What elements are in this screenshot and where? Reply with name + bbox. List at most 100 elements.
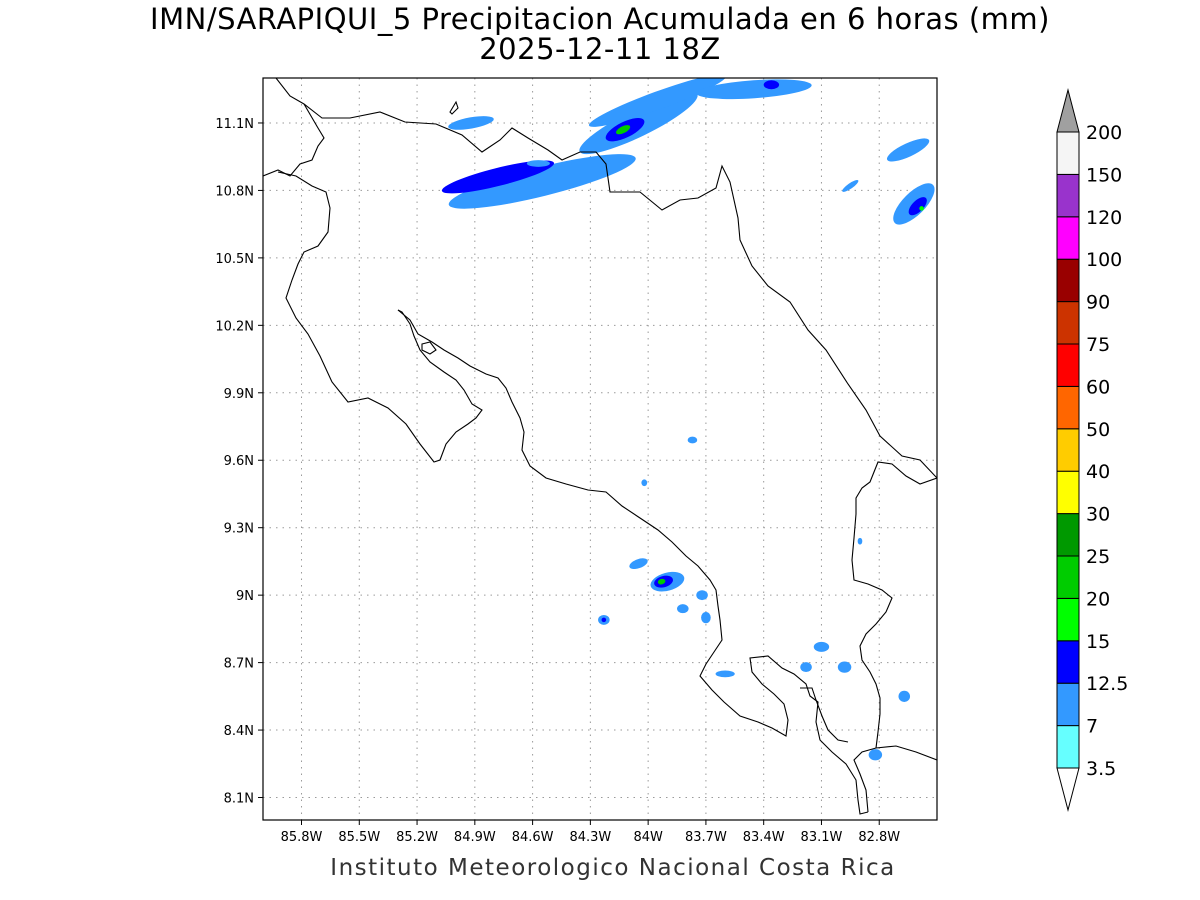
precip-area: [696, 590, 708, 601]
precip-area: [677, 604, 689, 614]
coastline-panama-border: [853, 745, 937, 813]
precip-area: [441, 160, 555, 194]
colorbar-swatch: [1056, 216, 1080, 260]
footer-credit: Instituto Meteorologico Nacional Costa R…: [330, 855, 896, 881]
grid-lines: [263, 78, 937, 820]
colorbar-legend: 3.5 7 12.5 15 20 25 30 40 50 60 75 90 100 120 150 200: [1056, 88, 1128, 812]
latitude-axis: 11.1N 10.8N 10.5N 10.2N 9.9N 9.6N 9.3N 9N 8.7N 8.…: [215, 117, 263, 807]
colorbar-level-label: 15: [1086, 631, 1110, 653]
colorbar-level-label: 60: [1086, 376, 1110, 398]
precip-area: [701, 612, 711, 624]
colorbar-level-label: 30: [1086, 504, 1110, 526]
lat-tick-label: 9.9N: [224, 387, 254, 402]
precip-area: [657, 578, 666, 585]
lake-nicaragua-shore: [449, 100, 459, 115]
precip-area: [696, 79, 812, 100]
colorbar-swatch: [1056, 343, 1080, 387]
longitude-axis: 85.8W 85.5W 85.2W 84.9W 84.6W 84.3W 84W 83.7W 83…: [281, 820, 900, 845]
precip-area: [898, 690, 911, 702]
lon-tick-label: 85.8W: [281, 830, 323, 845]
precip-area: [868, 749, 883, 761]
precip-area: [448, 154, 636, 209]
lat-tick-label: 10.2N: [215, 319, 254, 334]
border-panama: [851, 461, 937, 749]
colorbar-swatch: [1056, 258, 1080, 303]
lon-tick-label: 83.1W: [801, 830, 843, 845]
precip-area: [616, 125, 631, 135]
colorbar-level-label: 90: [1086, 292, 1110, 314]
lon-tick-label: 84.3W: [569, 830, 611, 845]
lon-tick-label: 83.4W: [743, 830, 785, 845]
precip-area: [715, 670, 735, 678]
colorbar-swatch: [1056, 725, 1080, 769]
map-title: IMN/SARAPIQUI_5 Precipitacion Acumulada …: [150, 2, 1050, 36]
colorbar-swatch: [1056, 640, 1080, 684]
lat-tick-label: 10.8N: [215, 184, 254, 199]
coastline-pacific-north: [263, 103, 325, 177]
colorbar-level-label: 12.5: [1086, 673, 1128, 695]
precip-area: [842, 179, 859, 192]
precip-area: [526, 160, 550, 167]
precip-area: [448, 116, 494, 130]
lat-tick-label: 9.3N: [224, 522, 254, 537]
colorbar-swatch: [1056, 131, 1080, 175]
precip-area: [813, 641, 830, 652]
colorbar-swatch: [1056, 385, 1080, 430]
coastline-caribbean: [275, 78, 937, 479]
map-datetime: 2025-12-11 18Z: [479, 32, 721, 66]
colorbar-below-triangle: [1056, 767, 1080, 812]
precip-area: [687, 436, 698, 444]
colorbar-level-label: 150: [1086, 164, 1122, 186]
precip-area: [857, 537, 863, 545]
lat-tick-label: 9N: [236, 589, 254, 604]
colorbar-swatch: [1056, 682, 1080, 727]
precip-area: [837, 661, 852, 673]
colorbar-swatch: [1056, 428, 1080, 472]
lat-tick-label: 10.5N: [215, 252, 254, 267]
colorbar-level-label: 200: [1086, 122, 1122, 144]
lon-tick-label: 85.5W: [338, 830, 380, 845]
lon-tick-label: 84.6W: [512, 830, 554, 845]
colorbar-level-label: 40: [1086, 461, 1110, 483]
colorbar-level-label: 100: [1086, 249, 1122, 271]
lon-tick-label: 85.2W: [396, 830, 438, 845]
coastline: [263, 78, 937, 815]
lon-tick-label: 82.8W: [858, 830, 900, 845]
precip-area: [800, 662, 812, 673]
precipitation-field: [441, 78, 935, 761]
colorbar-level-label: 50: [1086, 419, 1110, 441]
colorbar-level-label: 120: [1086, 207, 1122, 229]
coastline-guanacaste: [277, 171, 483, 463]
precip-area: [886, 138, 930, 162]
colorbar-swatch: [1056, 470, 1080, 515]
lon-tick-label: 84W: [633, 830, 663, 845]
colorbar-swatch: [1056, 173, 1080, 218]
colorbar-swatch: [1056, 513, 1080, 557]
lat-tick-label: 8.4N: [224, 724, 254, 739]
colorbar-swatch: [1056, 597, 1080, 642]
precip-area: [588, 78, 727, 127]
colorbar-swatch: [1056, 555, 1080, 599]
colorbar-level-label: 75: [1086, 334, 1110, 356]
precip-area: [908, 197, 927, 216]
precip-area: [763, 80, 780, 90]
colorbar-level-label: 7: [1086, 716, 1098, 738]
colorbar-level-label: 25: [1086, 546, 1110, 568]
island-nicoya: [421, 341, 437, 355]
precip-area: [601, 617, 607, 623]
coastline-osa: [800, 687, 849, 743]
colorbar-level-label: 3.5: [1086, 758, 1116, 780]
colorbar-level-label: 20: [1086, 588, 1110, 610]
lat-tick-label: 9.6N: [224, 454, 254, 469]
map-frame-background: [263, 78, 937, 820]
precip-area: [919, 206, 924, 211]
lon-tick-label: 83.7W: [685, 830, 727, 845]
colorbar-above-triangle: [1056, 88, 1080, 133]
lon-tick-label: 84.9W: [454, 830, 496, 845]
lat-tick-label: 8.7N: [224, 657, 254, 672]
lat-tick-label: 11.1N: [215, 117, 254, 132]
precip-area: [629, 558, 648, 570]
colorbar-swatch: [1056, 301, 1080, 345]
map-frame: [262, 77, 938, 821]
